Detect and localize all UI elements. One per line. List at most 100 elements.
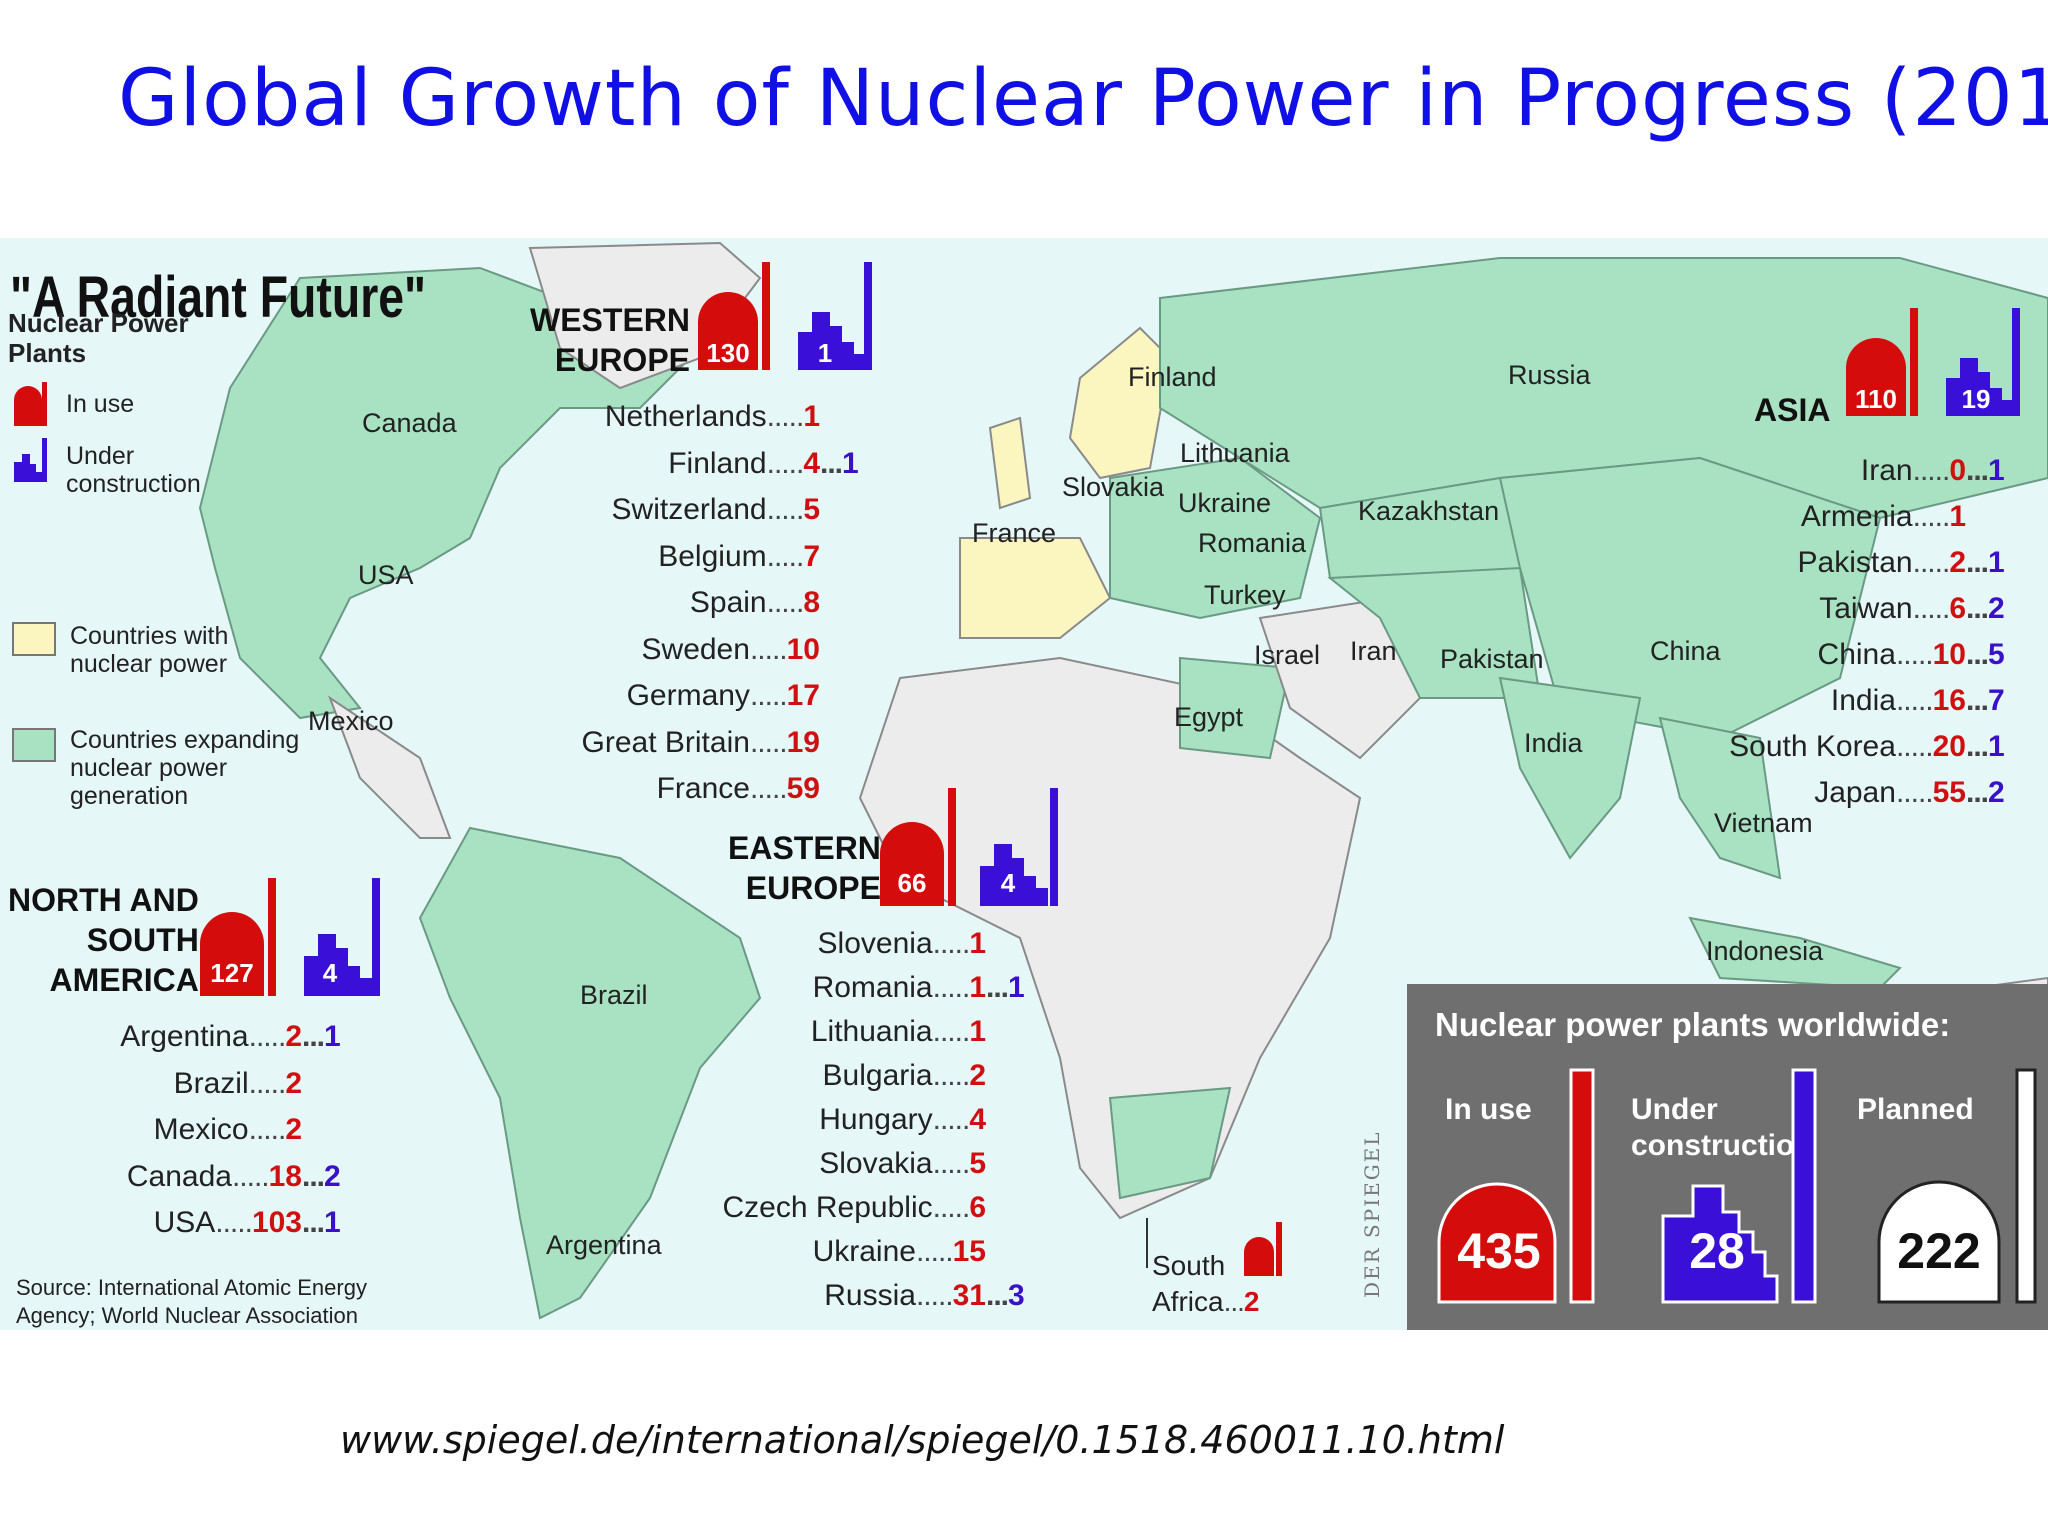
- country-name: Hungary: [819, 1103, 933, 1136]
- source-url: www.spiegel.de/international/spiegel/0.1…: [340, 1418, 1505, 1462]
- under-value: 1: [1988, 546, 2005, 579]
- label-france: France: [972, 518, 1057, 548]
- under-construction-count: ...2: [1966, 770, 2024, 816]
- under-construction-count: ...1: [302, 1200, 360, 1247]
- leader-dots: .....: [932, 971, 971, 1004]
- china-shape: [1498, 456, 1882, 740]
- americas-construction-icon: [304, 878, 380, 996]
- under-value: 1: [842, 446, 859, 480]
- americas-construction-count: 4: [322, 958, 338, 988]
- leader-dots: .....: [766, 586, 805, 619]
- country-name: Canada: [126, 1159, 232, 1193]
- label-russia: Russia: [1508, 360, 1591, 390]
- south-africa-label: South Africa...2: [1152, 1250, 1260, 1317]
- under-value: 1: [1988, 730, 2005, 763]
- leader-dots: ...: [302, 1159, 325, 1193]
- worldwide-summary-panel: Nuclear power plants worldwide: In use 4…: [1407, 984, 2048, 1330]
- in-use-count: 55: [1932, 776, 1966, 809]
- under-value: 3: [1008, 1279, 1025, 1312]
- label-mexico: Mexico: [308, 706, 394, 736]
- list-row: France.....59: [582, 766, 878, 813]
- in-use-count: 6: [969, 1191, 986, 1224]
- under-construction-count: ...5: [1966, 632, 2024, 678]
- list-row: Canada.....18...2: [120, 1154, 360, 1201]
- leader-dots: ...: [302, 1020, 325, 1053]
- label-ukraine: Ukraine: [1178, 488, 1272, 518]
- in-use-count: 1: [969, 1015, 986, 1048]
- country-name: Belgium: [658, 539, 767, 573]
- under-construction-count: ...7: [1966, 678, 2024, 724]
- leader-dots: .....: [248, 1020, 287, 1053]
- leader-dots: ...: [1966, 638, 1989, 671]
- label-vietnam: Vietnam: [1714, 808, 1813, 838]
- eastern-europe-construction-count: 4: [1000, 868, 1016, 898]
- country-name: Iran: [1860, 454, 1913, 487]
- leader-dots: .....: [766, 493, 805, 526]
- under-value: 2: [324, 1159, 341, 1193]
- in-use-count: 2: [285, 1066, 302, 1100]
- list-row: Sweden.....10: [582, 627, 878, 674]
- asia-construction-count: 19: [1961, 384, 1991, 414]
- list-row: Great Britain.....19: [582, 720, 878, 767]
- list-row: Czech Republic.....6: [723, 1186, 1044, 1230]
- leader-dots: ...: [302, 1206, 325, 1239]
- in-use-count: 2: [969, 1059, 986, 1092]
- leader-dots: ...: [820, 446, 843, 480]
- leader-dots: ...: [1966, 454, 1989, 487]
- leader-dots: .....: [766, 400, 805, 433]
- in-use-count: 16: [1932, 684, 1966, 717]
- leader-dots: .....: [1912, 546, 1951, 579]
- spiegel-credit: DER SPIEGEL: [1360, 1130, 1384, 1298]
- map-background: [198, 241, 2048, 1320]
- label-brazil: Brazil: [580, 980, 648, 1010]
- country-name: Ukraine: [812, 1235, 916, 1268]
- label-slovakia: Slovakia: [1062, 472, 1165, 502]
- legend-in-use-label: In use: [66, 390, 135, 418]
- legend-expanding-swatch: [12, 728, 56, 762]
- country-name: Finland: [668, 446, 767, 480]
- country-name: Germany: [626, 679, 750, 712]
- leader-dots: ...: [1966, 730, 1989, 763]
- under-construction-count: ...1: [1966, 724, 2024, 770]
- leader-dots: .....: [932, 1147, 971, 1180]
- label-iran: Iran: [1350, 636, 1397, 666]
- country-name: Slovenia: [817, 927, 933, 960]
- leader-dots: ...: [1966, 546, 1989, 579]
- leader-dots: ...: [986, 971, 1009, 1004]
- eastern-europe-title: EASTERN EUROPE: [728, 830, 881, 906]
- under-construction-count: ...1: [1966, 540, 2024, 586]
- leader-dots: .....: [1895, 776, 1934, 809]
- legend-under-construction-icon: [14, 438, 47, 482]
- summary-planned-value: 222: [1897, 1223, 1981, 1279]
- in-use-count: 4: [803, 446, 820, 480]
- leader-dots: .....: [248, 1113, 287, 1146]
- south-africa-shape: [1108, 1086, 1232, 1200]
- western-europe-title: WESTERN EUROPE: [530, 302, 690, 378]
- india-shape: [1498, 676, 1642, 860]
- asia-title: ASIA: [1754, 392, 1831, 428]
- leader-dots: .....: [915, 1279, 954, 1312]
- country-name: France: [656, 772, 750, 805]
- in-use-count: 20: [1932, 730, 1966, 763]
- slide-title: Global Growth of Nuclear Power in Progre…: [118, 54, 2048, 144]
- list-row: China.....10...5: [1729, 632, 2024, 678]
- in-use-count: 1: [969, 971, 986, 1004]
- in-use-count: 103: [251, 1206, 302, 1239]
- list-row: Netherlands.....1: [582, 394, 878, 441]
- leader-dots: .....: [932, 1191, 971, 1224]
- label-lithuania: Lithuania: [1180, 438, 1290, 468]
- country-name: Great Britain: [581, 725, 750, 759]
- eastern-europe-construction-icon: [980, 788, 1058, 906]
- country-name: Switzerland: [611, 493, 767, 526]
- legend-with-nuclear-label: Countries with nuclear power: [70, 622, 229, 678]
- in-use-count: 59: [786, 772, 820, 805]
- under-construction-count: ...1: [302, 1014, 360, 1061]
- under-value: 1: [324, 1206, 341, 1239]
- country-name: Brazil: [173, 1066, 249, 1100]
- leader-dots: ...: [986, 1279, 1009, 1312]
- leader-dots: .....: [749, 679, 788, 712]
- summary-planned-label: Planned: [1857, 1093, 1974, 1126]
- leader-dots: .....: [932, 927, 971, 960]
- list-row: Finland.....4...1: [582, 441, 878, 488]
- in-use-count: 7: [803, 539, 820, 573]
